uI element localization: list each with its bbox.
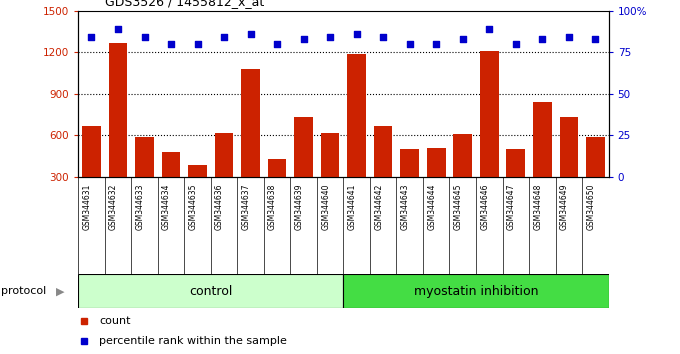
Text: protocol: protocol	[1, 286, 47, 296]
Text: GSM344647: GSM344647	[507, 184, 515, 230]
Point	[298, 36, 309, 42]
Text: GSM344640: GSM344640	[321, 184, 330, 230]
Bar	[480, 51, 498, 218]
Text: GDS3526 / 1455812_x_at: GDS3526 / 1455812_x_at	[105, 0, 264, 8]
Text: ▶: ▶	[56, 286, 65, 296]
Bar	[162, 152, 180, 218]
FancyBboxPatch shape	[343, 274, 609, 308]
Point	[351, 31, 362, 37]
Bar	[507, 149, 525, 218]
Bar	[401, 149, 419, 218]
Point	[430, 41, 441, 47]
Point	[325, 34, 336, 40]
Point	[377, 34, 388, 40]
Point	[510, 41, 521, 47]
Bar	[135, 137, 154, 218]
Text: GSM344648: GSM344648	[533, 184, 542, 230]
Bar	[533, 102, 551, 218]
Text: GSM344638: GSM344638	[268, 184, 277, 230]
FancyBboxPatch shape	[78, 274, 343, 308]
Bar	[188, 165, 207, 218]
Bar	[82, 126, 101, 218]
Bar	[294, 118, 313, 218]
Bar	[427, 148, 445, 218]
Bar	[241, 69, 260, 218]
Point	[165, 41, 176, 47]
Bar	[374, 126, 392, 218]
Text: GSM344641: GSM344641	[347, 184, 356, 230]
Text: GSM344644: GSM344644	[427, 184, 437, 230]
Bar	[454, 134, 472, 218]
Text: GSM344636: GSM344636	[215, 184, 224, 230]
Bar	[268, 159, 286, 218]
Bar	[109, 42, 127, 218]
Point	[484, 26, 495, 32]
Text: myostatin inhibition: myostatin inhibition	[413, 285, 539, 298]
Text: GSM344635: GSM344635	[188, 184, 198, 230]
Bar	[586, 137, 605, 218]
Bar	[321, 133, 339, 218]
Bar	[560, 118, 578, 218]
Point	[139, 34, 150, 40]
Text: GSM344645: GSM344645	[454, 184, 462, 230]
Text: percentile rank within the sample: percentile rank within the sample	[99, 336, 287, 346]
Text: GSM344631: GSM344631	[82, 184, 91, 230]
Point	[218, 34, 229, 40]
Point	[537, 36, 547, 42]
Bar	[347, 53, 366, 218]
Text: GSM344650: GSM344650	[586, 184, 596, 230]
Point	[457, 36, 468, 42]
Text: GSM344649: GSM344649	[560, 184, 568, 230]
Bar	[215, 133, 233, 218]
Point	[86, 34, 97, 40]
Point	[192, 41, 203, 47]
Point	[113, 26, 124, 32]
Text: GSM344646: GSM344646	[480, 184, 490, 230]
Text: GSM344642: GSM344642	[374, 184, 383, 230]
Point	[404, 41, 415, 47]
Text: control: control	[189, 285, 233, 298]
Text: GSM344634: GSM344634	[162, 184, 171, 230]
Point	[272, 41, 283, 47]
Text: GSM344632: GSM344632	[109, 184, 118, 230]
Text: GSM344639: GSM344639	[294, 184, 303, 230]
Point	[245, 31, 256, 37]
Text: GSM344643: GSM344643	[401, 184, 409, 230]
Point	[563, 34, 574, 40]
Point	[590, 36, 600, 42]
Text: GSM344637: GSM344637	[241, 184, 250, 230]
Text: count: count	[99, 316, 131, 326]
Text: GSM344633: GSM344633	[135, 184, 144, 230]
